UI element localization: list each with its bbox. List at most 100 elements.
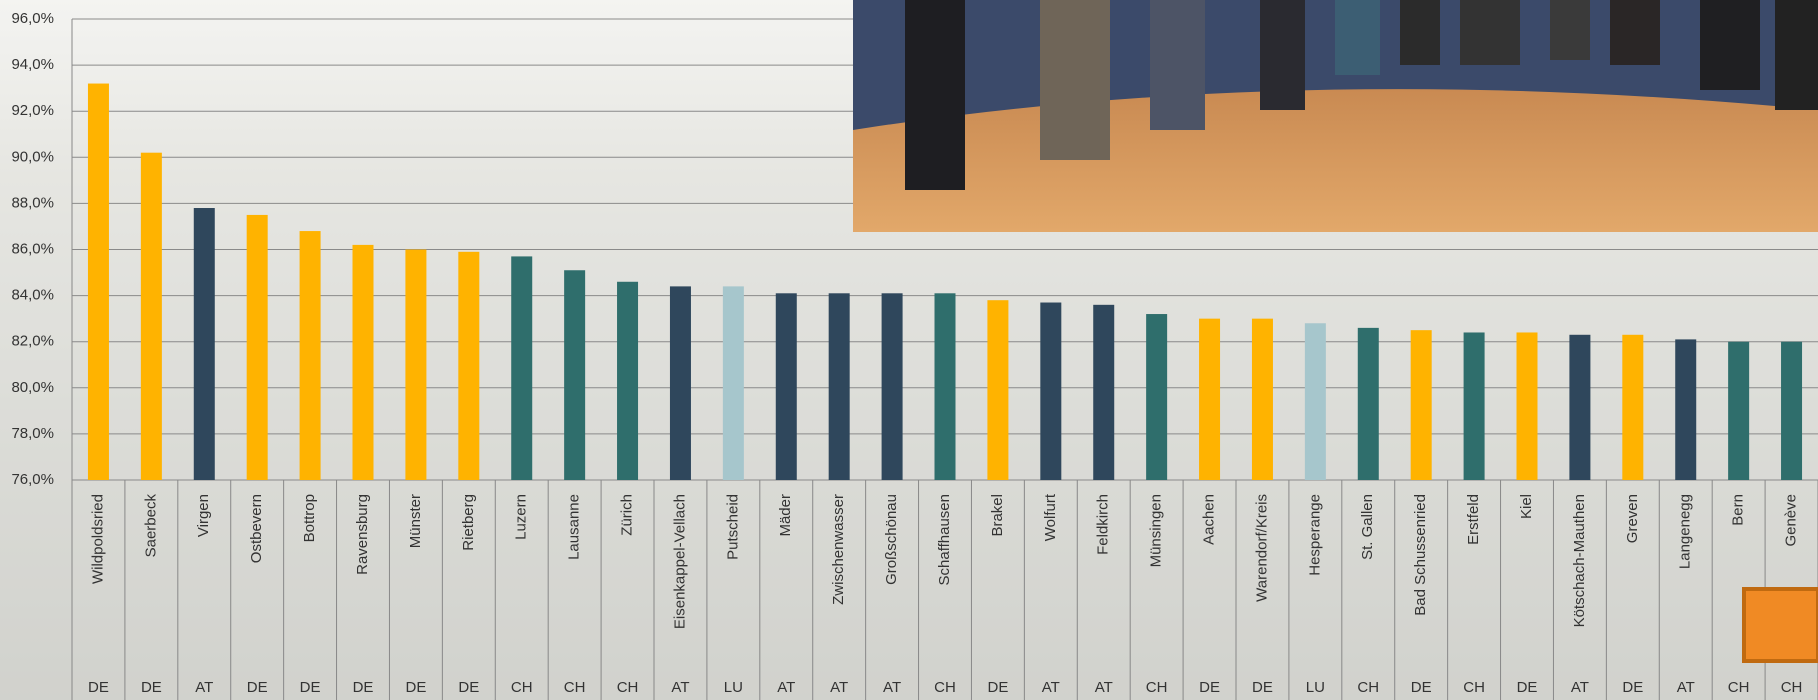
bar [1251,318,1273,480]
y-tick-label: 88,0% [11,194,54,211]
bar [669,286,691,480]
bar [987,300,1009,480]
bar [1199,318,1221,480]
group-label: AT [671,679,689,696]
group-label: CH [511,679,533,696]
y-tick-label: 94,0% [11,56,54,73]
y-tick-label: 92,0% [11,102,54,119]
bar [1622,334,1644,480]
bar [1357,327,1379,480]
x-tick-label: Aachen [1201,494,1218,545]
x-tick-label: Münster [407,494,424,548]
bar [828,293,850,480]
bar [87,83,109,480]
group-label: AT [1571,679,1589,696]
bar [140,152,162,480]
group-label: DE [458,679,479,696]
x-tick-label: Warendorf/Kreis [1253,494,1270,602]
x-tick-label: Hesperange [1306,494,1323,576]
group-label: AT [1095,679,1113,696]
y-tick-label: 84,0% [11,287,54,304]
group-label: CH [1781,679,1803,696]
bar [775,293,797,480]
x-tick-label: Virgen [195,494,212,537]
group-label: CH [1146,679,1168,696]
group-label: DE [300,679,321,696]
bar [1040,302,1062,480]
x-tick-label: Erstfeld [1465,494,1482,545]
bar [352,244,374,480]
group-label: DE [247,679,268,696]
x-tick-label: Genève [1783,494,1800,547]
x-tick-label: Greven [1624,494,1641,543]
group-label: CH [564,679,586,696]
bar [617,281,639,480]
y-tick-label: 76,0% [11,471,54,488]
group-label: AT [195,679,213,696]
x-tick-label: Saerbeck [142,494,159,558]
bar [722,286,744,480]
x-tick-label: Wildpoldsried [89,494,106,584]
bar [299,231,321,480]
y-tick-label: 82,0% [11,333,54,350]
bar [1146,314,1168,480]
group-label: AT [830,679,848,696]
x-tick-label: Ravensburg [354,494,371,575]
x-tick-label: Luzern [513,494,530,540]
bar [246,214,268,481]
y-tick-label: 86,0% [11,240,54,257]
bar [1093,304,1115,480]
bar [1675,339,1697,480]
x-tick-label: Großschönau [883,494,900,585]
group-label: DE [1517,679,1538,696]
x-tick-label: Feldkirch [1095,494,1112,555]
group-label: DE [405,679,426,696]
x-tick-label: Mäder [777,494,794,537]
bar [1569,334,1591,480]
x-tick-label: Putscheid [724,494,741,560]
group-label: CH [1463,679,1485,696]
group-label: DE [1252,679,1273,696]
x-tick-label: Ostbevern [248,494,265,563]
group-label: CH [617,679,639,696]
x-tick-label: Bottrop [301,494,318,542]
bar [405,249,427,480]
bar [934,293,956,480]
group-label: CH [934,679,956,696]
x-tick-label: Bern [1730,494,1747,526]
group-label: CH [1357,679,1379,696]
x-tick-label: St. Gallen [1359,494,1376,560]
group-label: DE [1199,679,1220,696]
group-label: DE [987,679,1008,696]
bar [881,293,903,480]
y-tick-label: 90,0% [11,148,54,165]
bar [1463,332,1485,480]
orange-box [1742,587,1818,663]
bar [511,256,533,480]
y-tick-label: 80,0% [11,379,54,396]
group-label: AT [883,679,901,696]
x-tick-label: Zwischenwasser [830,494,847,605]
bar [564,270,586,480]
bar [193,208,215,480]
bar [1304,323,1326,480]
x-tick-label: Bad Schussenried [1412,494,1429,616]
group-label: DE [1622,679,1643,696]
bar [1516,332,1538,480]
photo-inset [853,0,1818,232]
bar [458,251,480,480]
bar [1781,341,1803,480]
group-label: DE [353,679,374,696]
bar [1410,330,1432,480]
group-label: LU [724,679,743,696]
x-tick-label: Rietberg [460,494,477,551]
x-tick-label: Langenegg [1677,494,1694,569]
x-tick-label: Eisenkappel-Vellach [671,494,688,629]
y-tick-label: 96,0% [11,10,54,27]
x-tick-label: Wolfurt [1042,493,1059,541]
group-label: AT [777,679,795,696]
x-tick-label: Zürich [619,494,636,536]
x-tick-label: Münsingen [1148,494,1165,567]
